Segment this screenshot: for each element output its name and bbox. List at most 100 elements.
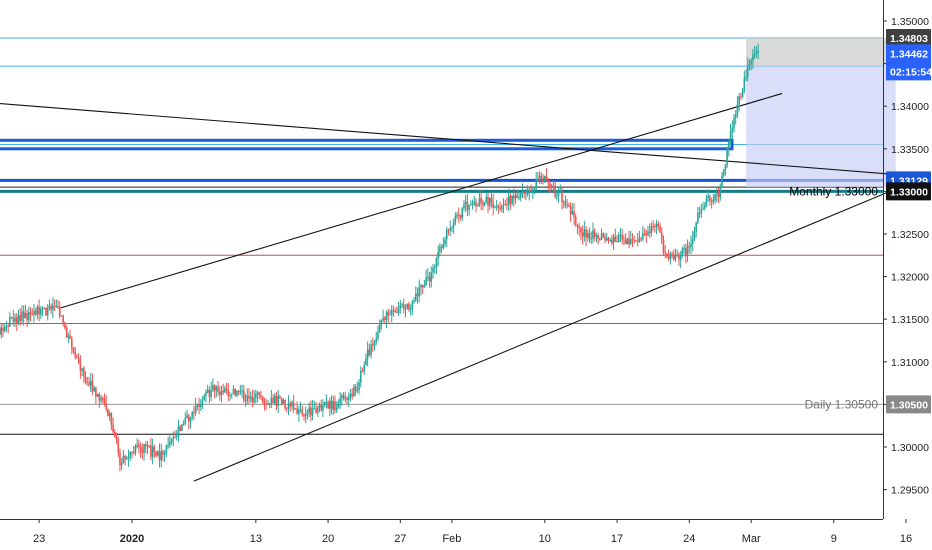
- candle[interactable]: [635, 240, 637, 242]
- candle[interactable]: [206, 384, 209, 394]
- candle[interactable]: [227, 382, 230, 402]
- candle[interactable]: [138, 439, 140, 454]
- candle[interactable]: [289, 401, 292, 412]
- candle[interactable]: [372, 337, 374, 352]
- candle[interactable]: [399, 300, 402, 314]
- candle[interactable]: [212, 378, 214, 392]
- candle[interactable]: [666, 252, 668, 259]
- candle[interactable]: [513, 188, 515, 207]
- candle[interactable]: [428, 271, 431, 288]
- candle[interactable]: [645, 229, 648, 243]
- candle[interactable]: [284, 399, 286, 411]
- candle[interactable]: [540, 172, 543, 185]
- candle[interactable]: [416, 287, 419, 304]
- candle[interactable]: [81, 367, 83, 376]
- candle[interactable]: [643, 228, 646, 237]
- candle[interactable]: [755, 46, 758, 59]
- candle[interactable]: [248, 388, 250, 405]
- candle[interactable]: [451, 226, 453, 233]
- candle[interactable]: [74, 346, 77, 360]
- candle[interactable]: [143, 443, 145, 461]
- candle[interactable]: [77, 352, 80, 365]
- candle[interactable]: [728, 139, 730, 157]
- candle[interactable]: [368, 343, 371, 357]
- candle[interactable]: [17, 309, 20, 325]
- candle[interactable]: [129, 451, 132, 462]
- candle[interactable]: [415, 286, 417, 303]
- candle[interactable]: [108, 410, 111, 421]
- candle[interactable]: [676, 249, 679, 257]
- candle[interactable]: [621, 229, 623, 245]
- candle[interactable]: [717, 187, 720, 204]
- candle[interactable]: [167, 436, 169, 449]
- candle[interactable]: [628, 230, 630, 249]
- candle[interactable]: [60, 315, 63, 317]
- candle[interactable]: [731, 120, 734, 139]
- candle[interactable]: [186, 409, 188, 419]
- candle[interactable]: [597, 232, 599, 245]
- candle[interactable]: [310, 400, 312, 422]
- candle[interactable]: [475, 198, 477, 213]
- candle[interactable]: [547, 177, 550, 192]
- candle[interactable]: [96, 393, 99, 398]
- candle[interactable]: [258, 391, 261, 400]
- candle[interactable]: [217, 381, 219, 396]
- candle[interactable]: [84, 371, 87, 385]
- candle[interactable]: [638, 230, 641, 243]
- candle[interactable]: [189, 416, 192, 429]
- candle[interactable]: [341, 393, 343, 406]
- candle[interactable]: [117, 436, 120, 458]
- candle[interactable]: [686, 239, 689, 263]
- candle[interactable]: [605, 232, 608, 242]
- candle[interactable]: [191, 410, 193, 421]
- candle[interactable]: [303, 413, 305, 421]
- resistance-zone-box[interactable]: [0, 138, 734, 151]
- candle[interactable]: [664, 244, 666, 259]
- candle[interactable]: [3, 323, 6, 333]
- candle[interactable]: [52, 297, 54, 319]
- trendline[interactable]: [193, 175, 927, 482]
- candle[interactable]: [685, 243, 687, 264]
- candle[interactable]: [21, 305, 23, 324]
- candle[interactable]: [636, 232, 639, 247]
- candle[interactable]: [38, 299, 40, 322]
- candle[interactable]: [251, 389, 254, 408]
- candle[interactable]: [153, 444, 156, 458]
- candle[interactable]: [698, 206, 701, 219]
- candle[interactable]: [423, 279, 426, 288]
- candle[interactable]: [83, 365, 85, 383]
- candle[interactable]: [617, 232, 620, 243]
- candle[interactable]: [385, 310, 388, 329]
- candle[interactable]: [5, 321, 8, 332]
- candle[interactable]: [468, 204, 470, 216]
- candle[interactable]: [236, 389, 238, 398]
- candle[interactable]: [705, 194, 708, 208]
- candle[interactable]: [463, 199, 465, 211]
- candle[interactable]: [452, 218, 455, 234]
- candle[interactable]: [139, 442, 142, 458]
- candle[interactable]: [110, 412, 113, 431]
- candle[interactable]: [709, 194, 711, 206]
- candle[interactable]: [119, 448, 121, 472]
- candle[interactable]: [757, 43, 759, 60]
- candle[interactable]: [408, 301, 410, 312]
- candle[interactable]: [569, 202, 572, 223]
- candle[interactable]: [175, 430, 178, 441]
- candle[interactable]: [14, 313, 16, 328]
- candle[interactable]: [377, 325, 379, 341]
- candle[interactable]: [88, 376, 90, 387]
- candle[interactable]: [394, 307, 396, 313]
- candle[interactable]: [564, 195, 567, 209]
- candle[interactable]: [693, 226, 696, 242]
- candle[interactable]: [691, 230, 694, 252]
- candle[interactable]: [421, 284, 424, 294]
- candle[interactable]: [330, 395, 333, 415]
- candle[interactable]: [380, 319, 383, 330]
- candle[interactable]: [690, 235, 692, 255]
- candle[interactable]: [306, 409, 309, 420]
- candle[interactable]: [550, 183, 553, 191]
- candle[interactable]: [277, 389, 279, 413]
- candle[interactable]: [122, 450, 125, 464]
- candle[interactable]: [148, 444, 150, 449]
- candle[interactable]: [36, 304, 39, 320]
